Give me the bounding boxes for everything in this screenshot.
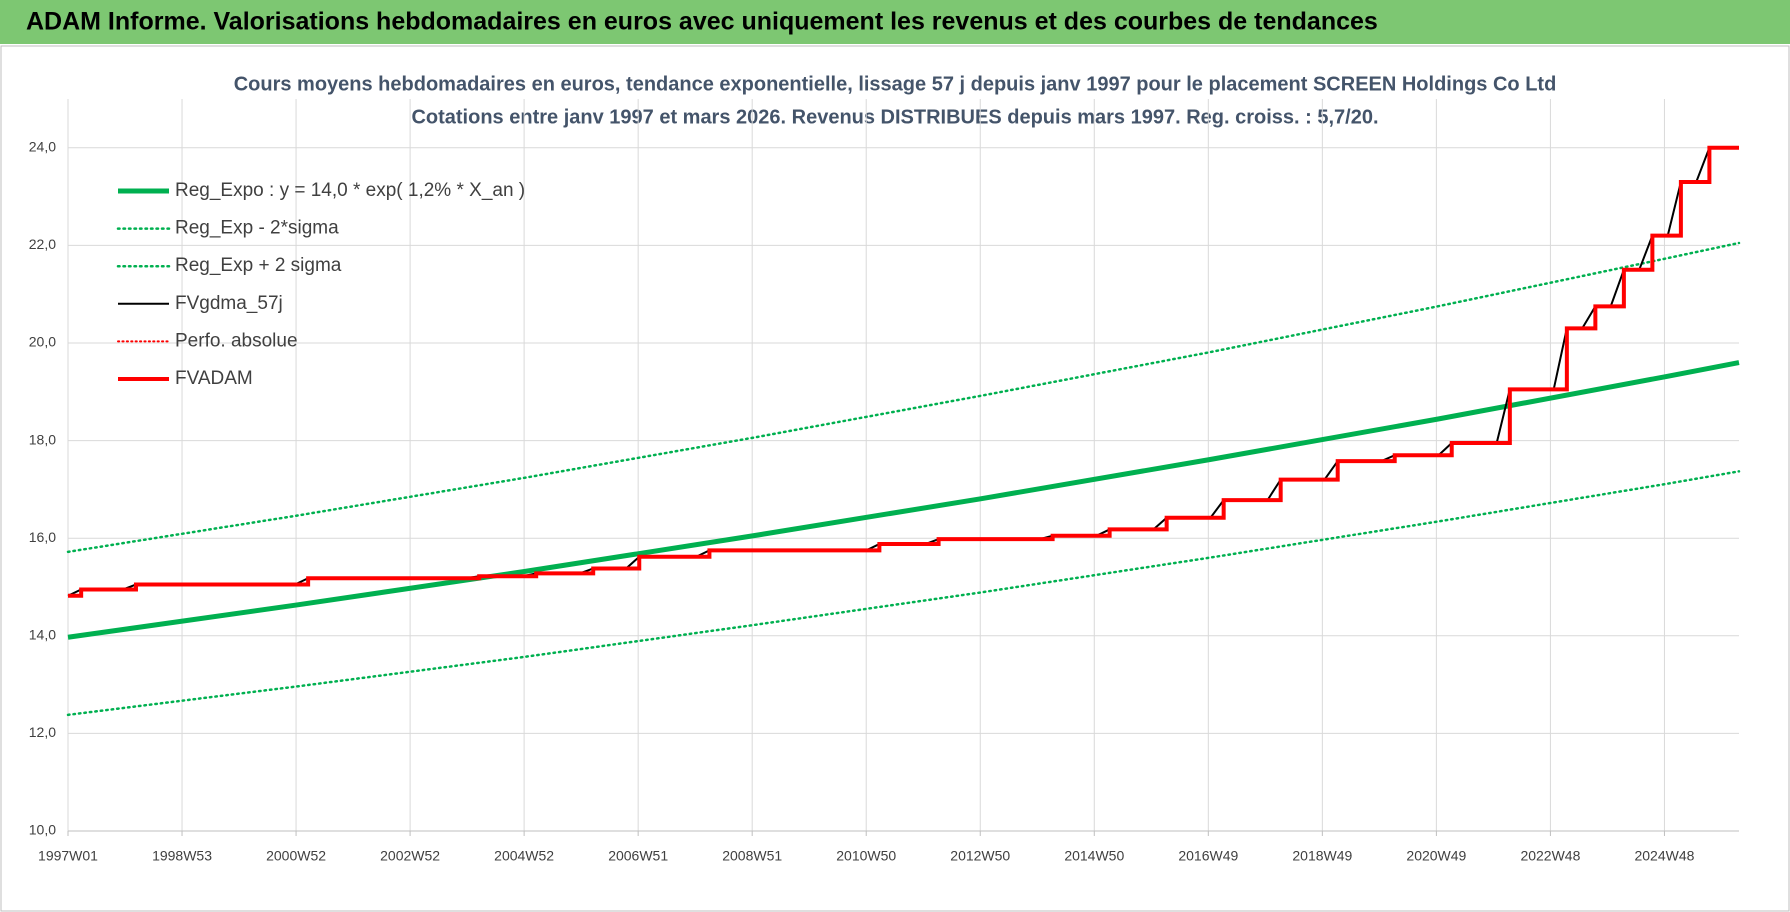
legend-label: FVADAM bbox=[175, 368, 253, 389]
series-line bbox=[68, 145, 1739, 598]
x-tick-label: 2008W51 bbox=[722, 848, 782, 864]
legend: Reg_Expo : y = 14,0 * exp( 1,2% * X_an )… bbox=[116, 180, 525, 389]
chart-title: Cours moyens hebdomadaires en euros, ten… bbox=[234, 73, 1557, 95]
x-tick-label: 2000W52 bbox=[266, 848, 326, 864]
y-tick-label: 22,0 bbox=[29, 236, 56, 252]
y-tick-label: 14,0 bbox=[29, 627, 56, 643]
y-tick-label: 24,0 bbox=[29, 139, 56, 155]
y-tick-label: 20,0 bbox=[29, 334, 56, 350]
x-tick-label: 2002W52 bbox=[380, 848, 440, 864]
plot bbox=[66, 145, 1741, 717]
x-tick-label: 2020W49 bbox=[1406, 848, 1466, 864]
legend-label: Reg_Exp - 2*sigma bbox=[175, 218, 339, 239]
legend-label: Perfo. absolue bbox=[175, 330, 298, 351]
y-tick-label: 18,0 bbox=[29, 431, 56, 447]
series-line bbox=[66, 241, 1741, 554]
x-tick-label: 2006W51 bbox=[608, 848, 668, 864]
x-tick-label: 2018W49 bbox=[1292, 848, 1352, 864]
x-tick-label: 1997W01 bbox=[38, 848, 98, 864]
header-title: ADAM Informe. Valorisations hebdomadaire… bbox=[26, 8, 1378, 36]
grid: 10,0 12,0 14,0 16,0 18,0 20,0 22,0 24,0 1997W01 1… bbox=[29, 99, 1739, 864]
chart-frame bbox=[0, 45, 1790, 912]
x-tick-label: 2016W49 bbox=[1178, 848, 1238, 864]
y-tick-label: 10,0 bbox=[29, 822, 56, 838]
x-tick-label: 2010W50 bbox=[836, 848, 896, 864]
y-tick-label: 12,0 bbox=[29, 724, 56, 740]
x-tick-label: 2004W52 bbox=[494, 848, 554, 864]
header-bar bbox=[0, 0, 1790, 44]
legend-label: Reg_Expo : y = 14,0 * exp( 1,2% * X_an ) bbox=[175, 180, 525, 201]
legend-label: Reg_Exp + 2 sigma bbox=[175, 255, 342, 276]
chart-subtitle: Cotations entre janv 1997 et mars 2026. … bbox=[411, 106, 1378, 128]
series-line bbox=[67, 146, 1739, 597]
x-tick-label: 1998W53 bbox=[152, 848, 212, 864]
series-line bbox=[66, 470, 1741, 717]
series-line bbox=[67, 360, 1740, 640]
x-tick-label: 2022W48 bbox=[1520, 848, 1580, 864]
y-tick-label: 16,0 bbox=[29, 529, 56, 545]
legend-label: FVgdma_57j bbox=[175, 293, 283, 314]
x-tick-label: 2014W50 bbox=[1064, 848, 1124, 864]
x-tick-label: 2012W50 bbox=[950, 848, 1010, 864]
x-tick-label: 2024W48 bbox=[1634, 848, 1694, 864]
